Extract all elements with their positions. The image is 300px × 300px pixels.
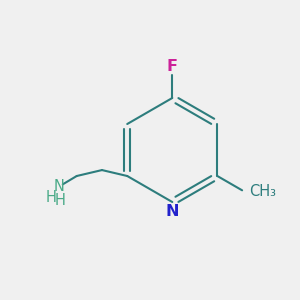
- Text: N: N: [53, 179, 64, 194]
- Text: H: H: [55, 193, 66, 208]
- Text: N: N: [166, 204, 179, 219]
- Text: F: F: [167, 59, 178, 74]
- Text: H: H: [45, 190, 56, 205]
- Text: CH₃: CH₃: [250, 184, 277, 199]
